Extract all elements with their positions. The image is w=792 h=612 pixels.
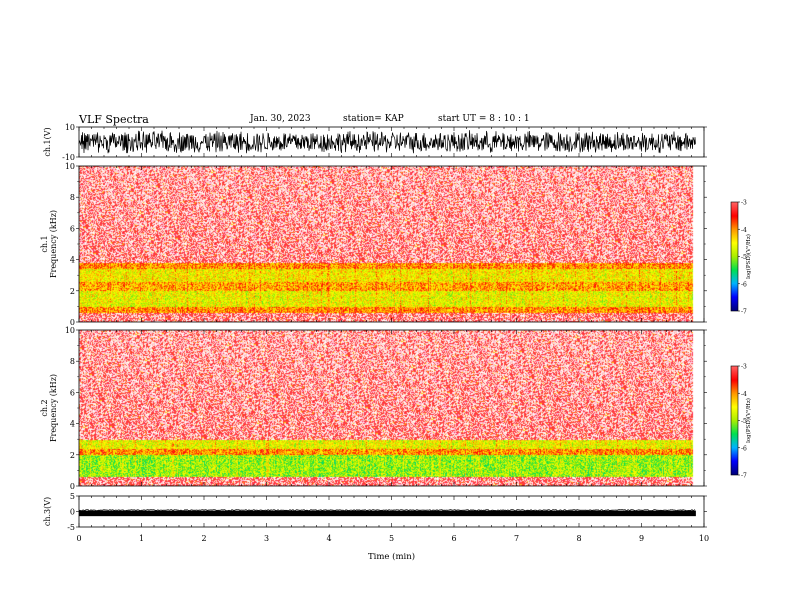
x-tick-label: 9 [639, 534, 644, 543]
x-axis-label: Time (min) [368, 551, 415, 562]
y-tick-label: 2 [70, 451, 75, 460]
colorbar-tick-label: -6 [741, 281, 747, 288]
colorbar-tick-label: -7 [741, 309, 747, 316]
station-label: station= KAP [343, 114, 404, 124]
y-tick-label: 4 [70, 256, 75, 265]
x-tick-label: 8 [576, 534, 581, 543]
waveform-ch3 [79, 510, 696, 517]
y-tick-label: -5 [67, 523, 75, 532]
spectrogram-ch2 [79, 330, 704, 486]
y-tick-label: 10 [65, 326, 75, 335]
x-tick-label: 6 [451, 534, 456, 543]
y-axis-label: ch.3(V) [43, 497, 52, 526]
y-tick-label: 5 [70, 492, 75, 501]
colorbar-tick-label: -4 [741, 391, 747, 398]
colorbar-tick-label: -5 [741, 418, 747, 425]
x-tick-label: 4 [326, 534, 331, 543]
y-axis-label: ch.1 [40, 235, 49, 252]
colorbar-tick-label: -4 [741, 227, 747, 234]
y-tick-label: 0 [70, 318, 75, 327]
waveform-ch3-edge [78, 509, 696, 511]
x-tick-label: 7 [514, 534, 519, 543]
waveform-ch1 [78, 130, 696, 154]
y-tick-label: 10 [65, 162, 75, 171]
colorbar-tick-label: -3 [741, 364, 747, 371]
x-tick-label: 10 [699, 534, 709, 543]
date-label: Jan. 30, 2023 [250, 114, 311, 124]
y-tick-label: -10 [62, 153, 75, 162]
colorbar-tick-label: -7 [741, 473, 747, 480]
x-tick-label: 2 [201, 534, 206, 543]
y-axis-label: ch.1(V) [43, 127, 52, 156]
colorbar-tick-label: -5 [741, 254, 747, 261]
y-tick-label: 6 [70, 224, 75, 233]
y-axis-label: Frequency (kHz) [49, 210, 58, 278]
colorbar-tick-label: -6 [741, 445, 747, 452]
y-axis-label: Frequency (kHz) [49, 374, 58, 442]
colorbar-label: log(PSD)(V²/Hz) [745, 234, 752, 279]
chart-title: VLF Spectra [79, 113, 149, 126]
y-axis-label: ch.2 [40, 399, 49, 416]
x-tick-label: 0 [76, 534, 81, 543]
y-tick-label: 8 [70, 193, 75, 202]
x-tick-label: 5 [389, 534, 394, 543]
spectrogram-ch1 [79, 166, 704, 322]
colorbar-label: log(PSD)(V²/Hz) [745, 398, 752, 443]
start-time-label: start UT = 8 : 10 : 1 [438, 114, 530, 124]
y-tick-label: 8 [70, 357, 75, 366]
y-tick-label: 0 [70, 508, 75, 517]
colorbar-ch2 [731, 366, 738, 475]
y-tick-label: 6 [70, 388, 75, 397]
x-tick-label: 3 [264, 534, 269, 543]
x-tick-label: 1 [139, 534, 144, 543]
y-tick-label: 10 [65, 123, 75, 132]
colorbar-tick-label: -3 [741, 200, 747, 207]
y-tick-label: 0 [70, 482, 75, 491]
y-tick-label: 2 [70, 287, 75, 296]
colorbar-ch1 [731, 202, 738, 311]
y-tick-label: 4 [70, 420, 75, 429]
